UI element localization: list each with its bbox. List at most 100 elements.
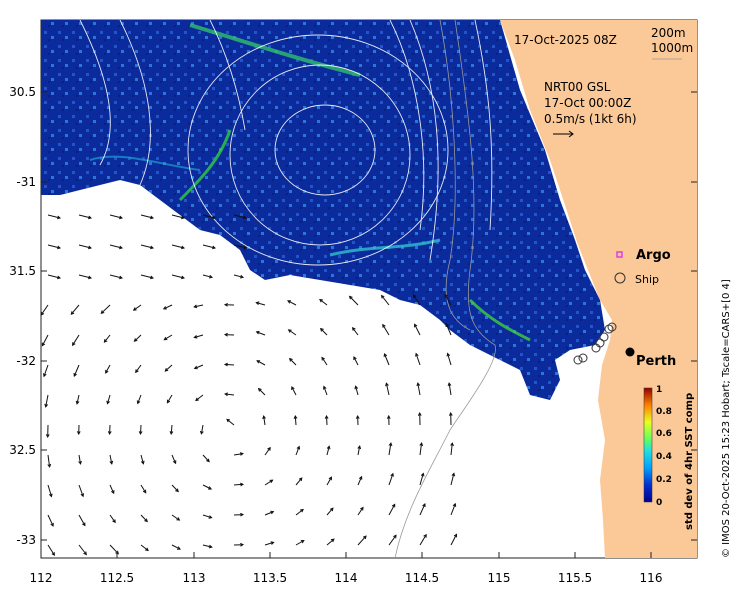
current-arrow-head [193,304,198,309]
current-arrow-head [83,551,87,556]
current-arrow [47,514,54,527]
colorbar-tick: 0.4 [656,452,672,462]
current-arrow-head [87,215,93,220]
current-arrow-head [211,245,217,250]
current-arrow-head [164,368,169,372]
current-arrow-head [262,415,266,420]
current-arrow-head [348,295,353,300]
current-arrow [289,358,297,366]
current-arrow [291,386,297,396]
current-arrow [295,540,305,546]
current-arrow-head [298,477,303,482]
current-arrow [256,360,266,366]
current-arrow-head [105,369,109,374]
current-arrow-head [176,546,181,550]
current-arrow-head [287,329,292,333]
current-arrow [78,514,86,526]
current-arrow-head [75,400,80,405]
y-tick-label: 32.5 [9,443,36,457]
x-tick-label: 112 [30,571,53,585]
y-tick-label: -31 [16,175,36,189]
current-arrow [225,393,235,396]
contour-legend-200m: 200m [651,26,686,40]
current-arrow-head [193,335,198,339]
current-arrow-head [360,506,364,511]
current-arrow [450,443,453,456]
current-arrow-head [51,552,55,556]
current-arrow [194,364,204,369]
current-arrow-head [132,307,137,311]
current-arrow-head [391,503,396,508]
current-arrow [171,544,181,550]
x-tick-label: 116 [640,571,663,585]
current-arrow [41,334,49,346]
current-arrow-head [386,414,391,419]
current-arrow [233,453,243,456]
current-arrow [264,447,271,456]
current-arrow [200,424,204,434]
current-arrow-head [256,360,261,364]
current-arrow [109,454,113,464]
current-arrow [382,324,390,336]
current-arrow-head [453,533,458,538]
x-tick-label: 114 [335,571,358,585]
current-arrow-head [270,541,275,545]
colorbar-tick: 0 [656,498,662,508]
current-arrow [107,394,111,404]
current-arrow [194,304,204,308]
current-arrow [47,454,51,467]
current-arrow [78,214,92,219]
current-arrow-head [415,352,419,357]
current-arrow [417,383,421,396]
colorbar-label: std dev of 4hr SST comp [684,393,695,530]
current-arrow-head [56,275,62,280]
current-arrow-head [300,508,304,513]
current-arrow [419,473,424,486]
current-arrow-head [446,352,451,357]
current-arrow-head [223,362,228,367]
current-arrow-head [448,411,453,416]
current-arrow [224,363,235,366]
current-arrow [133,304,142,311]
sst-filament [89,155,201,171]
colorbar [643,387,653,503]
current-arrow [326,538,335,546]
current-arrow-head [330,538,335,543]
current-arrow [171,214,185,219]
current-arrow [47,244,61,249]
current-arrow-head [208,515,213,519]
ship-markers [573,322,617,365]
current-scale: 0.5m/s (1kt 6h) [544,112,637,126]
current-arrow-head [118,215,124,220]
current-arrow-head [44,403,48,408]
current-arrow-head [423,533,427,538]
current-arrow [419,534,427,546]
current-arrow [352,327,359,336]
current-arrow-head [180,275,186,280]
current-arrow-head [176,517,181,521]
current-arrow-head [149,245,155,250]
current-arrow [100,304,111,314]
current-arrow [447,353,452,366]
current-arrow [264,479,273,486]
x-tick-label: 115 [488,571,511,585]
current-arrow-head [414,323,418,328]
current-arrow-head [321,356,325,361]
current-arrow [287,300,297,306]
current-arrow-head [180,215,186,220]
current-time: 17-Oct 00:00Z [544,96,631,110]
current-arrow-head [358,475,363,480]
current-arrow [78,544,87,555]
current-arrow [171,484,179,492]
current-arrow-head [240,542,245,547]
y-axis: 30.5 -31 31.5 -32 32.5 -33 [9,85,697,547]
current-arrow-head [355,414,360,419]
current-arrow [357,446,361,456]
current-arrow [384,353,390,366]
current-arrow [109,274,123,279]
current-arrow [104,334,111,343]
colorbar-ticks: 1 0.8 0.6 0.4 0.2 0 [656,385,672,508]
current-arrow-head [106,400,110,405]
current-arrow-head [136,400,141,405]
current-arrow-head [47,463,52,468]
